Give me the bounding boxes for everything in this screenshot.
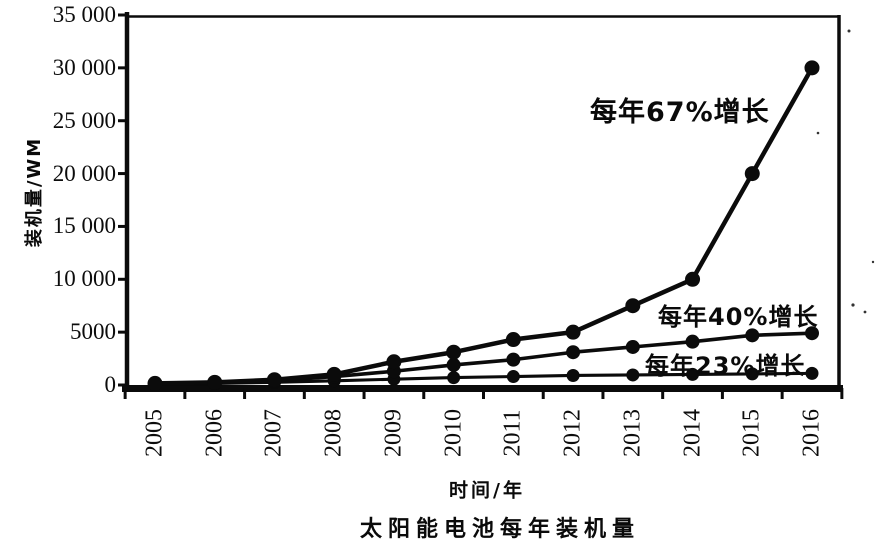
x-tick-label: 2011 <box>499 409 526 457</box>
data-point <box>566 368 580 382</box>
speck <box>871 260 875 264</box>
y-tick-label: 15 000 <box>52 213 116 239</box>
y-tick-label: 5000 <box>70 319 116 345</box>
data-point <box>506 352 521 367</box>
x-tick-marks <box>123 388 844 399</box>
x-tick-label: 2013 <box>619 409 646 457</box>
x-tick-label: 2007 <box>260 409 287 457</box>
y-tick-label: 10 000 <box>52 266 116 292</box>
speck <box>816 131 820 135</box>
x-tick-label: 2015 <box>738 409 765 457</box>
data-point <box>686 367 700 381</box>
x-tick-label: 2008 <box>320 409 347 457</box>
series-line <box>154 66 814 386</box>
data-point <box>626 368 640 382</box>
data-point <box>625 298 641 314</box>
y-tick-label: 20 000 <box>52 160 116 186</box>
x-tick-label: 2010 <box>440 409 467 457</box>
x-tick-label: 2009 <box>380 409 407 457</box>
x-tick-label: 2012 <box>559 409 586 457</box>
data-point <box>685 334 700 349</box>
scan-specks <box>816 29 875 314</box>
x-tick-label: 2006 <box>201 409 228 457</box>
series-67% <box>147 60 820 391</box>
data-point <box>446 344 462 360</box>
data-point <box>447 371 461 385</box>
data-point <box>744 166 760 182</box>
data-point <box>505 332 521 348</box>
speck <box>851 303 855 307</box>
data-point <box>565 324 581 340</box>
data-point <box>685 271 701 287</box>
data-point <box>745 367 759 381</box>
x-tick-label: 2016 <box>798 409 825 457</box>
figure-caption: 太阳能电池每年装机量 <box>359 517 641 542</box>
data-point <box>326 366 342 382</box>
y-tick-label: 30 000 <box>52 54 116 80</box>
data-point <box>446 357 461 372</box>
data-point <box>745 328 760 343</box>
y-tick-label: 0 <box>104 372 117 397</box>
y-tick-marks <box>118 13 127 387</box>
data-point <box>207 374 223 390</box>
series-annotation-23%: 每年23%增长 <box>645 352 806 380</box>
x-axis-title: 时间/年 <box>449 479 525 502</box>
data-point <box>506 370 520 384</box>
x-tick-label: 2014 <box>679 409 706 457</box>
data-point <box>625 339 640 354</box>
y-tick-label: 35 000 <box>52 2 116 27</box>
series-annotation-67%: 每年67%增长 <box>590 97 770 128</box>
speck <box>847 29 851 33</box>
x-tick-label: 2005 <box>141 409 168 457</box>
data-point <box>147 375 163 391</box>
speck <box>863 310 867 314</box>
series-annotation-40%: 每年40%增长 <box>658 303 819 331</box>
data-point <box>266 372 282 388</box>
data-point <box>566 345 581 360</box>
y-tick-label: 25 000 <box>52 107 116 133</box>
data-point <box>386 354 402 370</box>
data-point <box>804 60 820 76</box>
data-point <box>804 326 819 341</box>
data-point <box>805 366 819 380</box>
